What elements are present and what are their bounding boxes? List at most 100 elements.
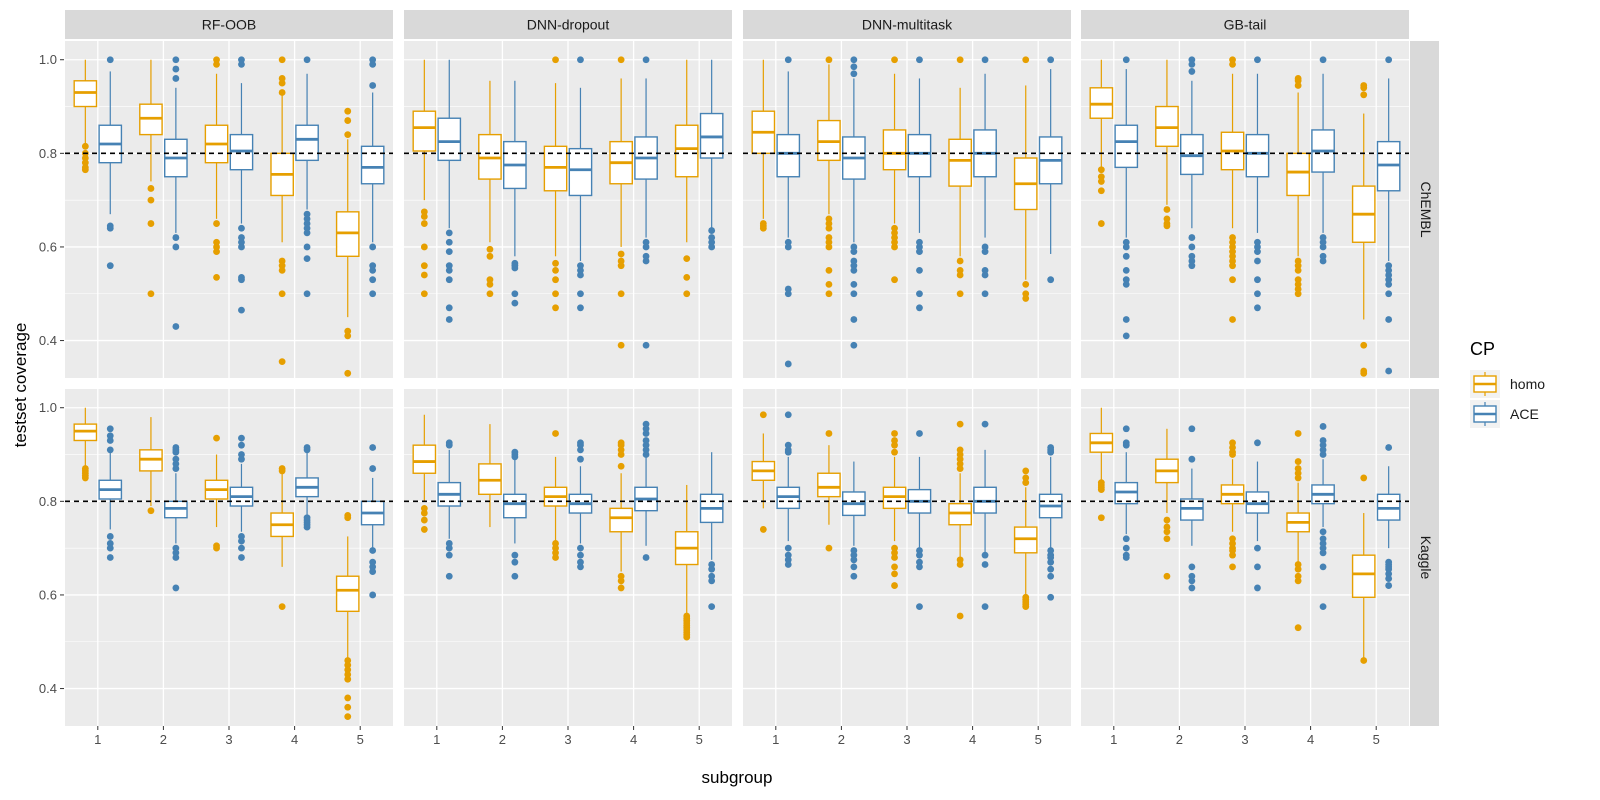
- outlier-point: [1097, 178, 1105, 185]
- box-ace-subgroup-5: [360, 56, 385, 298]
- outlier-point: [303, 220, 311, 227]
- outlier-point: [1254, 563, 1261, 571]
- outlier-point: [445, 238, 453, 246]
- box-iqr: [412, 444, 437, 474]
- box-ace-subgroup-3: [229, 56, 254, 314]
- panel-chembl-dnn-dropout: [404, 41, 732, 378]
- outlier-point: [238, 451, 245, 458]
- outlier-point: [172, 455, 180, 463]
- x-tick-label: 1: [94, 732, 101, 747]
- outlier-point: [577, 558, 584, 566]
- outlier-point: [577, 441, 584, 449]
- outlier-point: [1360, 657, 1368, 664]
- outlier-point: [1047, 56, 1055, 64]
- outlier-point: [1122, 280, 1130, 288]
- legend-label-homo: homo: [1510, 376, 1545, 392]
- outlier-point: [850, 280, 858, 288]
- y-axis-ticks: 0.4 0.6 0.8 1.0 0.4 0.6 0.8 1.0: [39, 52, 64, 696]
- y-tick-label: 0.8: [39, 494, 57, 509]
- outlier-point: [825, 280, 833, 288]
- y-tick-label: 1.0: [39, 400, 57, 415]
- outlier-point: [303, 290, 311, 298]
- box-iqr: [609, 507, 633, 533]
- outlier-point: [891, 234, 898, 241]
- outlier-point: [617, 451, 625, 458]
- outlier-point: [1229, 535, 1236, 543]
- outlier-point: [238, 238, 245, 246]
- outlier-point: [369, 266, 377, 274]
- outlier-point: [850, 56, 858, 64]
- strip-bg-rf-oob: [65, 10, 393, 39]
- box-iqr: [360, 145, 385, 185]
- outlier-point: [445, 316, 453, 323]
- outlier-point: [369, 61, 377, 68]
- box-ace-subgroup-5: [699, 59, 724, 251]
- outlier-point: [956, 257, 964, 265]
- outlier-point: [552, 540, 559, 547]
- y-tick-label: 0.6: [39, 239, 57, 254]
- outlier-point: [1022, 280, 1030, 288]
- legend-item-homo: homo: [1470, 370, 1545, 398]
- outlier-point: [981, 271, 989, 279]
- outlier-point: [825, 215, 833, 223]
- outlier-point: [552, 304, 559, 312]
- outlier-point: [278, 467, 286, 475]
- y-tick-label: 0.4: [39, 681, 57, 696]
- outlier-point: [552, 276, 559, 284]
- outlier-point: [1360, 474, 1368, 482]
- outlier-point: [344, 514, 352, 522]
- outlier-point: [344, 327, 352, 335]
- y-axis-title: testset coverage: [11, 323, 30, 448]
- outlier-point: [420, 516, 428, 524]
- outlier-point: [172, 448, 180, 456]
- outlier-point: [1229, 451, 1236, 458]
- box-iqr: [437, 117, 462, 162]
- outlier-point: [420, 290, 428, 298]
- outlier-point: [1188, 563, 1196, 571]
- outlier-point: [1385, 262, 1393, 270]
- outlier-point: [1229, 257, 1236, 265]
- outlier-point: [1294, 285, 1302, 293]
- outlier-point: [511, 572, 519, 580]
- box-homo-subgroup-5: [1351, 82, 1376, 377]
- outlier-point: [825, 234, 833, 241]
- outlier-point: [1319, 238, 1327, 246]
- outlier-point: [344, 107, 352, 115]
- outlier-point: [303, 446, 311, 454]
- box-ace-subgroup-4: [634, 56, 658, 349]
- panels-layer: [65, 41, 1409, 726]
- box-homo-subgroup-4: [948, 56, 972, 298]
- outlier-point: [106, 540, 114, 547]
- outlier-point: [708, 565, 716, 573]
- outlier-point: [825, 220, 833, 227]
- panel-kaggle-dnn-multitask: [743, 389, 1071, 726]
- outlier-point: [708, 577, 716, 585]
- outlier-point: [1047, 565, 1055, 573]
- outlier-point: [369, 465, 377, 472]
- box-iqr: [295, 124, 319, 162]
- box-homo-subgroup-2: [1155, 59, 1179, 230]
- outlier-point: [303, 210, 311, 218]
- outlier-point: [642, 441, 650, 449]
- strip-bg-dnn-multitask: [743, 10, 1071, 39]
- x-tick-label: 1: [772, 732, 779, 747]
- outlier-point: [1022, 295, 1030, 302]
- outlier-point: [303, 229, 311, 237]
- outlier-point: [891, 570, 898, 578]
- outlier-point: [1385, 266, 1393, 274]
- outlier-point: [486, 290, 494, 298]
- outlier-point: [850, 551, 858, 559]
- outlier-point: [708, 603, 716, 611]
- strip-label-dnn-dropout: DNN-dropout: [527, 17, 610, 33]
- outlier-point: [172, 549, 180, 557]
- panel-chembl-gb-tail: [1081, 41, 1409, 378]
- outlier-point: [1188, 584, 1196, 592]
- strip-label-gb-tail: GB-tail: [1224, 17, 1267, 33]
- outlier-point: [784, 561, 792, 568]
- outlier-point: [344, 332, 352, 340]
- x-tick-label: 2: [1176, 732, 1183, 747]
- outlier-point: [81, 166, 89, 174]
- outlier-point: [825, 224, 833, 232]
- outlier-point: [642, 554, 650, 561]
- outlier-point: [147, 290, 155, 298]
